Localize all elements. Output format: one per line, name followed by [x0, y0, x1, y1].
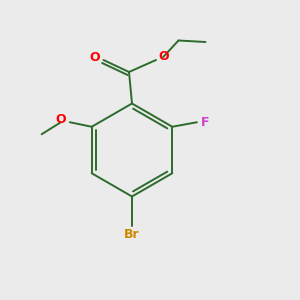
Text: F: F [201, 116, 209, 129]
Text: O: O [90, 51, 101, 64]
Text: O: O [56, 113, 66, 126]
Text: Br: Br [124, 228, 140, 242]
Text: O: O [158, 50, 169, 64]
